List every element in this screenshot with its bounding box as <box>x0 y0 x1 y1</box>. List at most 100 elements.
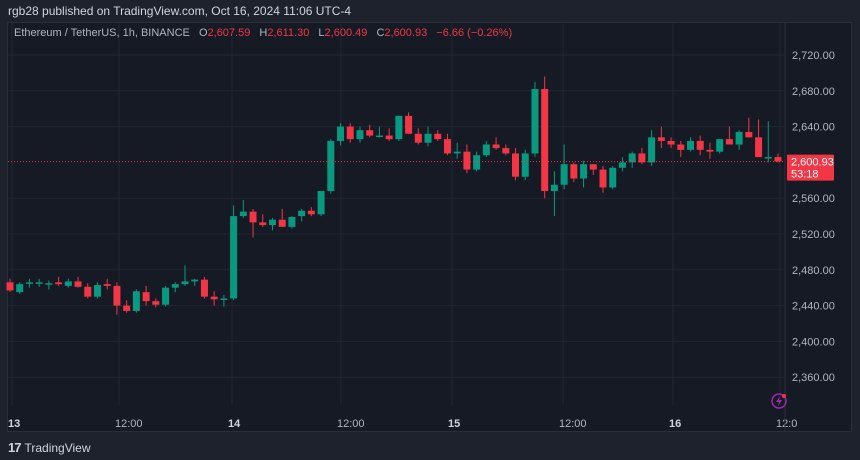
candle-body[interactable] <box>473 155 481 170</box>
candle-body[interactable] <box>210 296 218 300</box>
candle-body[interactable] <box>531 89 539 154</box>
x-tick-label: 12:00 <box>115 418 143 430</box>
candle-body[interactable] <box>162 287 170 305</box>
x-tick-label: 12:00 <box>559 418 587 430</box>
candle-body[interactable] <box>716 139 724 152</box>
candle-body[interactable] <box>755 137 763 158</box>
candle-body[interactable] <box>745 131 753 138</box>
candle-body[interactable] <box>687 140 695 150</box>
candle-body[interactable] <box>220 298 228 300</box>
candle-body[interactable] <box>278 219 286 227</box>
candle-body[interactable] <box>74 281 82 287</box>
candle-body[interactable] <box>132 291 140 311</box>
candle-body[interactable] <box>16 284 24 293</box>
x-tick-label: 15 <box>448 418 460 430</box>
candle-body[interactable] <box>482 144 490 156</box>
candle-body[interactable] <box>453 151 461 154</box>
candle-body[interactable] <box>550 184 558 192</box>
candle-body[interactable] <box>249 211 257 223</box>
candle-body[interactable] <box>55 282 63 285</box>
candle-body[interactable] <box>268 219 276 226</box>
candle-body[interactable] <box>385 135 393 140</box>
y-tick-label: 2,400.00 <box>792 336 835 348</box>
candle-body[interactable] <box>171 284 179 288</box>
y-tick-label: 2,440.00 <box>792 301 835 313</box>
candle-body[interactable] <box>521 153 529 177</box>
candle-body[interactable] <box>346 126 354 140</box>
candle-body[interactable] <box>200 279 208 297</box>
x-tick-label: 13 <box>8 418 20 430</box>
tradingview-logo-icon: 17 <box>8 440 22 455</box>
candle-body[interactable] <box>725 139 733 145</box>
candle-body[interactable] <box>764 157 772 159</box>
candle-body[interactable] <box>570 164 578 179</box>
close-value: 2,600.93 <box>384 27 428 39</box>
candle-body[interactable] <box>25 282 33 284</box>
alert-dot-icon <box>782 394 786 398</box>
y-tick-label: 2,480.00 <box>792 265 835 277</box>
candle-body[interactable] <box>424 133 432 143</box>
candle-body[interactable] <box>696 140 704 150</box>
candle-body[interactable] <box>152 301 160 305</box>
candle-body[interactable] <box>512 153 520 177</box>
candle-body[interactable] <box>93 285 101 297</box>
candle-body[interactable] <box>502 148 510 154</box>
candle-body[interactable] <box>609 167 617 188</box>
tradingview-footer: 17 TradingView <box>8 440 91 455</box>
candle-body[interactable] <box>599 169 607 188</box>
candle-body[interactable] <box>628 153 636 163</box>
candle-body[interactable] <box>677 144 685 150</box>
candle-body[interactable] <box>64 281 72 286</box>
candle-body[interactable] <box>434 133 442 140</box>
candle-body[interactable] <box>405 115 413 134</box>
candle-body[interactable] <box>648 137 656 163</box>
low-value: 2,600.49 <box>324 27 368 39</box>
candle-body[interactable] <box>443 139 451 154</box>
candle-body[interactable] <box>375 135 383 138</box>
candle-body[interactable] <box>307 210 315 215</box>
candle-body[interactable] <box>191 279 199 282</box>
candle-body[interactable] <box>123 305 131 311</box>
candle-body[interactable] <box>463 151 471 170</box>
candle-body[interactable] <box>103 284 111 286</box>
candle-body[interactable] <box>327 140 335 192</box>
candle-body[interactable] <box>142 292 150 302</box>
high-value: 2,611.30 <box>267 27 310 39</box>
candle-body[interactable] <box>560 164 568 185</box>
candle-body[interactable] <box>580 164 588 179</box>
candle-body[interactable] <box>395 115 403 140</box>
candle-body[interactable] <box>337 126 345 141</box>
candle-body[interactable] <box>735 131 743 145</box>
candle-body[interactable] <box>492 144 500 149</box>
candle-body[interactable] <box>259 222 267 226</box>
candle-body[interactable] <box>317 191 325 215</box>
candle-body[interactable] <box>541 89 549 192</box>
candle-body[interactable] <box>239 211 247 217</box>
candle-body[interactable] <box>113 285 121 306</box>
lightning-alert-icon[interactable] <box>771 393 787 409</box>
candle-body[interactable] <box>589 164 597 170</box>
candle-body[interactable] <box>84 286 92 297</box>
candle-body[interactable] <box>288 216 296 227</box>
candle-body[interactable] <box>356 130 364 140</box>
candle-body[interactable] <box>706 149 714 152</box>
candle-body[interactable] <box>414 133 422 143</box>
candle-body[interactable] <box>618 162 626 168</box>
candle-body[interactable] <box>638 153 646 163</box>
candle-body[interactable] <box>298 210 306 217</box>
candle-body[interactable] <box>657 137 665 141</box>
candle-body[interactable] <box>6 282 14 291</box>
x-tick-label: 16 <box>669 418 681 430</box>
candle-body[interactable] <box>45 283 53 285</box>
x-tick-label: 12:00 <box>337 418 365 430</box>
last-price-badge <box>787 154 834 181</box>
candle-body[interactable] <box>230 216 238 299</box>
candle-body[interactable] <box>667 140 675 145</box>
candle-body[interactable] <box>774 157 782 162</box>
y-tick-label: 2,360.00 <box>792 372 835 384</box>
candle-body[interactable] <box>366 130 374 136</box>
candle-body[interactable] <box>35 282 43 284</box>
x-tick-label: 14 <box>228 418 241 430</box>
candle-body[interactable] <box>181 281 189 285</box>
